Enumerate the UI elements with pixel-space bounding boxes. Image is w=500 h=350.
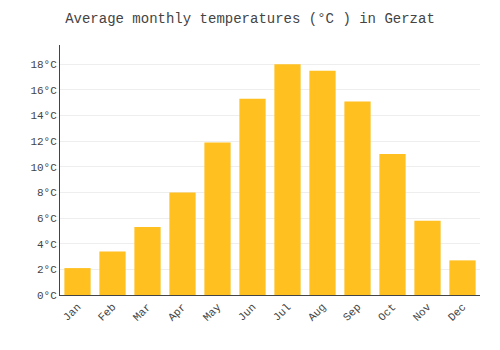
svg-text:Jan: Jan <box>61 301 83 323</box>
svg-text:Oct: Oct <box>376 301 398 323</box>
svg-text:14°C: 14°C <box>30 110 57 122</box>
svg-text:0°C: 0°C <box>37 290 57 302</box>
svg-text:Average monthly temperatures (: Average monthly temperatures (°C ) in Ge… <box>65 11 435 27</box>
svg-text:10°C: 10°C <box>30 162 57 174</box>
svg-text:Jun: Jun <box>236 301 258 323</box>
svg-text:6°C: 6°C <box>37 213 57 225</box>
svg-text:4°C: 4°C <box>37 239 57 251</box>
svg-text:12°C: 12°C <box>30 136 57 148</box>
svg-text:Dec: Dec <box>446 301 468 323</box>
svg-text:Feb: Feb <box>96 301 118 323</box>
svg-text:May: May <box>201 301 224 324</box>
svg-text:8°C: 8°C <box>37 187 57 199</box>
svg-text:Mar: Mar <box>131 301 153 323</box>
svg-text:Jul: Jul <box>271 301 293 323</box>
svg-text:Sep: Sep <box>341 301 363 323</box>
svg-text:Apr: Apr <box>166 301 188 323</box>
svg-text:16°C: 16°C <box>30 85 57 97</box>
svg-text:Nov: Nov <box>411 301 434 324</box>
svg-text:2°C: 2°C <box>37 264 57 276</box>
svg-text:18°C: 18°C <box>30 59 57 71</box>
svg-text:Aug: Aug <box>306 301 328 323</box>
